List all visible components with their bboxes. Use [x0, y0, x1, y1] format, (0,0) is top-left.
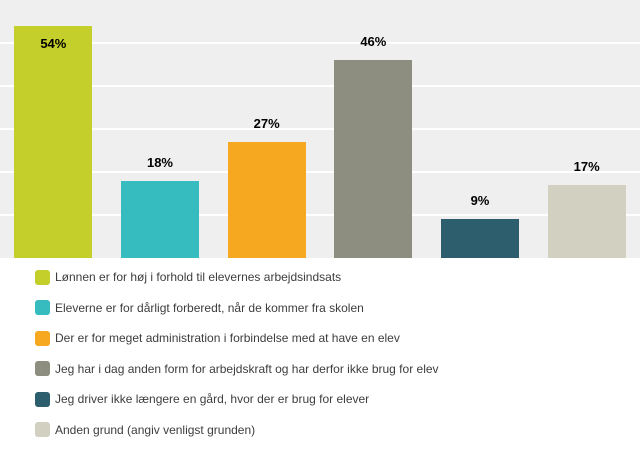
bar[interactable]	[441, 219, 519, 258]
legend-swatch-icon	[35, 330, 50, 346]
bar-value-label: 27%	[253, 115, 280, 131]
bar-value-label: 54%	[40, 35, 67, 51]
legend-item-label: Eleverne er for dårligt forberedt, når d…	[55, 300, 364, 315]
bar[interactable]	[227, 141, 306, 258]
legend-item-label: Jeg har i dag anden form for arbejdskraf…	[55, 361, 439, 376]
bar[interactable]	[14, 25, 93, 258]
legend-item-label: Lønnen er for høj i forhold til eleverne…	[55, 270, 342, 285]
legend-item-label: Anden grund (angiv venligst grunden)	[55, 422, 256, 437]
gridline	[0, 42, 640, 44]
legend-swatch-icon	[35, 269, 50, 285]
gridline	[0, 85, 640, 87]
legend-item[interactable]: Lønnen er for høj i forhold til eleverne…	[0, 262, 640, 293]
legend-item[interactable]: Jeg har i dag anden form for arbejdskraf…	[0, 354, 640, 385]
legend-item[interactable]: Jeg driver ikke længere en gård, hvor de…	[0, 384, 640, 415]
legend-item[interactable]: Eleverne er for dårligt forberedt, når d…	[0, 293, 640, 324]
legend-swatch-icon	[35, 391, 50, 407]
chart-legend: Lønnen er for høj i forhold til eleverne…	[0, 262, 640, 445]
bar-value-label: 9%	[470, 193, 490, 209]
gridline	[0, 214, 640, 216]
bar-value-label: 18%	[146, 154, 173, 170]
legend-item[interactable]: Anden grund (angiv venligst grunden)	[0, 415, 640, 446]
legend-item[interactable]: Der er for meget administration i forbin…	[0, 323, 640, 354]
bar[interactable]	[547, 184, 626, 258]
legend-swatch-icon	[35, 422, 50, 438]
bar[interactable]	[121, 180, 199, 258]
gridline	[0, 128, 640, 130]
legend-swatch-icon	[35, 361, 50, 377]
bar[interactable]	[334, 60, 413, 258]
gridline	[0, 171, 640, 173]
bar-value-label: 46%	[360, 34, 387, 50]
legend-swatch-icon	[35, 300, 50, 316]
legend-item-label: Jeg driver ikke længere en gård, hvor de…	[55, 392, 370, 407]
bar-value-label: 17%	[573, 158, 600, 174]
legend-item-label: Der er for meget administration i forbin…	[55, 331, 400, 346]
plot-area: 54% 18% 27% 46% 9% 17%	[0, 0, 640, 258]
